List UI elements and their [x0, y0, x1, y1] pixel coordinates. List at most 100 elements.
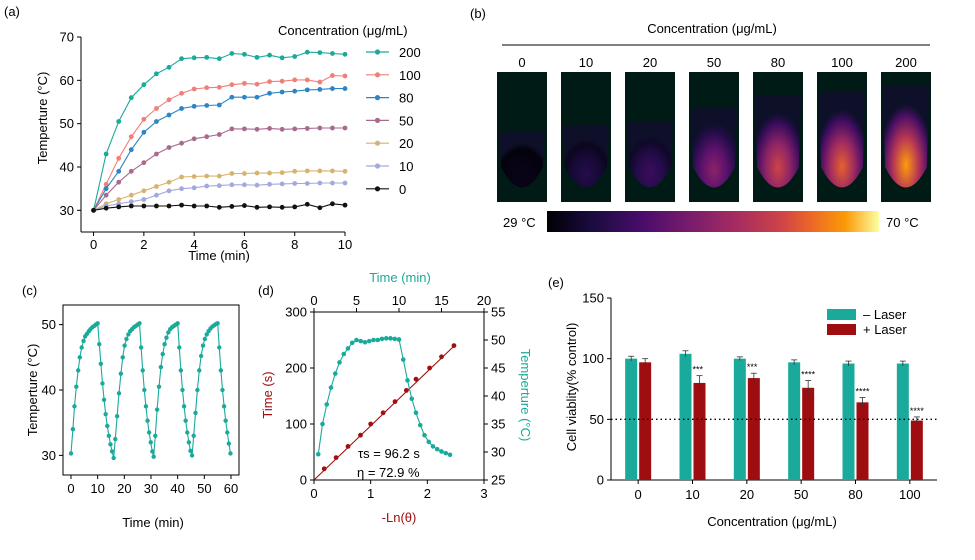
panel-a-data-point	[229, 51, 235, 56]
panel-d-fit-point	[333, 455, 339, 460]
panel-e-bar	[856, 402, 869, 480]
panel-a-plot-area: 0 2 4 6 8 10 30 40 50 60 70	[60, 30, 353, 253]
panel-b-title: Concentration (μg/mL)	[647, 21, 777, 36]
panel-a-data-point	[141, 160, 147, 166]
panel-c-data-point	[105, 423, 110, 429]
panel-c-data-point	[100, 381, 105, 386]
panel-c-data-point	[193, 410, 198, 416]
panel-c-data-point	[166, 330, 171, 335]
panel-a-data-point	[116, 119, 122, 124]
panel-a-data-point	[304, 168, 310, 174]
panel-a-data-point	[330, 51, 335, 56]
panel-c-data-point	[148, 440, 153, 445]
panel-c-data-point	[181, 404, 187, 409]
panel-a-data-point	[229, 126, 235, 132]
panel-d-top-x-tick-label: 10	[392, 293, 406, 308]
panel-a-legend-label: 100	[399, 68, 421, 83]
panel-a-legend-label: 20	[399, 136, 413, 151]
panel-c-data-point	[103, 411, 108, 417]
panel-c-data-point	[70, 427, 76, 432]
thermal-tube-glow	[755, 96, 801, 188]
panel-d-y-tick-label: 0	[300, 473, 307, 488]
thermal-tube-glow	[883, 85, 929, 188]
panel-a-data-point	[166, 188, 172, 194]
panel-e-significance: ****	[910, 406, 925, 416]
panel-c-series-line	[70, 322, 232, 459]
panel-d-cooling-point	[443, 450, 449, 456]
panel-a-legend-marker	[374, 163, 381, 169]
panel-c-data-point	[215, 321, 220, 326]
panel-a-data-point	[342, 180, 348, 186]
panel-a-data-point	[267, 90, 272, 96]
panel-b-category-label: 10	[579, 55, 593, 70]
panel-d-cooling-point	[320, 421, 325, 427]
panel-b-category-label: 100	[831, 55, 853, 70]
panel-a-x-tick-label: 6	[241, 237, 248, 252]
panel-c-data-point	[114, 413, 120, 419]
panel-a-data-point	[229, 171, 235, 176]
panel-a-data-point	[141, 188, 147, 194]
panel-a-data-point	[191, 174, 197, 179]
panel-d-cooling-point	[341, 351, 347, 357]
panel-a-data-point	[141, 197, 147, 202]
panel-c-data-point	[122, 343, 127, 348]
panel-d-x-tick-label: 3	[480, 486, 487, 501]
panel-a-data-point	[204, 203, 210, 209]
panel-d-top-x-tick-label: 20	[477, 293, 491, 308]
panel-d-fit-point	[345, 444, 351, 449]
panel-a-data-point	[279, 126, 285, 132]
panel-a-data-point	[141, 82, 147, 88]
panel-a-data-point	[216, 102, 222, 108]
panel-a-data-point	[179, 56, 184, 62]
panel-a-data-point	[279, 89, 285, 95]
panel-e-plot-area: 0 50 100 150 0 10 *** 20 *** 50 **** 80 **** 100 ****	[582, 291, 937, 502]
panel-e-significance: ****	[801, 370, 816, 380]
panel-d-xlabel: -Ln(θ)	[382, 510, 417, 525]
panel-c: (c) Temperture (°C) Time (min) 0 10 20 30 40…	[22, 283, 240, 530]
panel-a-data-point	[128, 168, 134, 174]
panel-a-data-point	[330, 180, 335, 186]
panel-e-ylabel: Cell viablity(% control)	[564, 323, 579, 452]
panel-a-x-tick-label: 4	[191, 237, 198, 252]
panel-d-cooling-point	[400, 357, 406, 362]
panel-c-data-point	[160, 351, 165, 357]
panel-e-xlabel: Concentration (μg/mL)	[707, 514, 837, 529]
panel-d-cooling-point	[324, 402, 330, 407]
panel-a-data-point	[116, 155, 122, 161]
panel-c-data-point	[79, 345, 84, 350]
panel-a-data-point	[242, 80, 247, 86]
panel-c-data-point	[164, 335, 169, 340]
panel-a-data-point	[141, 116, 147, 122]
panel-c-data-point	[142, 387, 147, 393]
panel-c-data-point	[204, 332, 209, 337]
panel-a-data-point	[103, 186, 109, 192]
panel-c-data-point	[81, 338, 86, 344]
panel-b-category-label: 0	[518, 55, 525, 70]
panel-d-fit-point	[368, 421, 374, 427]
panel-c-data-point	[116, 391, 122, 396]
panel-c-data-point	[189, 453, 195, 458]
panel-a-xlabel: Time (min)	[188, 248, 250, 263]
panel-a-y-tick-label: 30	[60, 203, 74, 218]
panel-a-data-point	[154, 71, 159, 77]
panel-e-x-tick-label: 20	[740, 487, 754, 502]
panel-d-right-y-tick-label: 45	[491, 361, 505, 376]
panel-a-legend-label: 0	[399, 182, 406, 197]
panel-c-data-point	[120, 355, 125, 360]
panel-d-cooling-point	[315, 451, 321, 457]
panel-a-data-point	[279, 204, 285, 210]
panel-a-data-point	[166, 179, 172, 185]
panel-c-data-point	[180, 387, 185, 393]
panel-c-data-point	[197, 368, 202, 373]
panel-a-data-point	[304, 201, 310, 207]
panel-e-bar	[747, 378, 760, 480]
panel-a-data-point	[216, 173, 222, 179]
panel-a-data-point	[154, 106, 159, 111]
panel-a-data-point	[279, 170, 285, 176]
panel-d-cooling-point	[379, 336, 385, 342]
panel-a-data-point	[229, 182, 235, 188]
panel-c-data-point	[221, 404, 227, 409]
panel-d-y-tick-label: 100	[285, 417, 307, 432]
